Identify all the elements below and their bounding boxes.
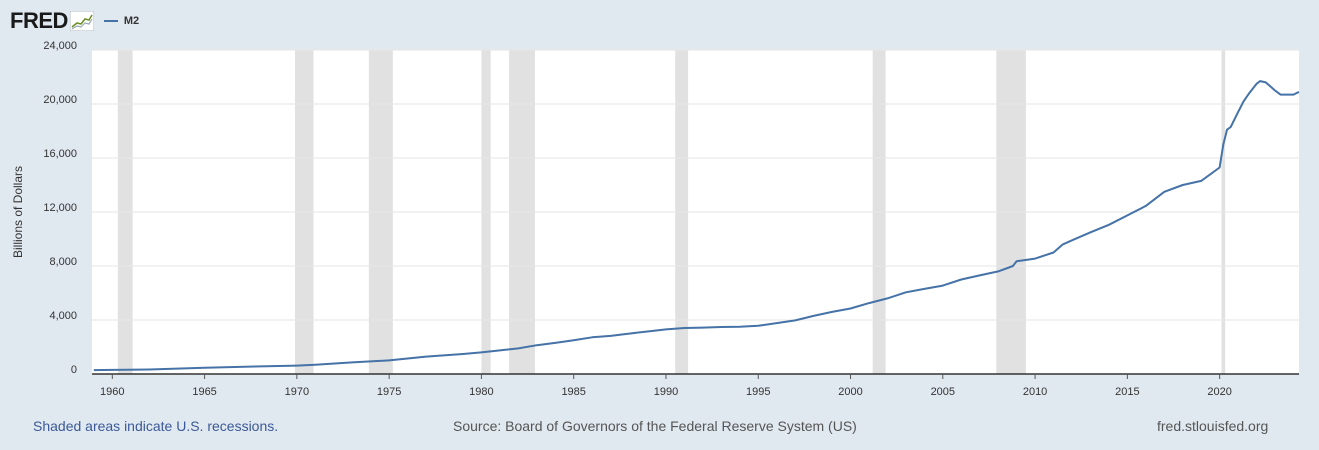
site-link[interactable]: fred.stlouisfed.org [1157,418,1269,434]
x-axis-ticks: 1960 1965 1970 1975 1980 1985 1990 1995 2000 2005… [100,374,1232,398]
legend-line-swatch [103,20,118,22]
y-tick-label: 20,000 [43,94,77,106]
legend-label-m2: M2 [123,15,140,27]
x-tick-label: 2000 [838,386,862,398]
chart-legend[interactable]: M2 [103,15,140,27]
x-tick-label: 2005 [931,386,955,398]
fred-logo-text: FRED [10,8,68,33]
x-tick-label: 1980 [469,386,493,398]
source-text: Source: Board of Governors of the Federa… [453,418,857,434]
y-axis-ticks: 0 4,000 8,000 12,000 16,000 20,000 24,000 [43,40,77,376]
x-tick-label: 1960 [100,386,124,398]
series-line-m2 [93,80,1300,372]
x-tick-label: 1975 [377,386,401,398]
x-tick-label: 2020 [1207,386,1231,398]
x-tick-label: 1985 [561,386,585,398]
x-tick-label: 1990 [654,386,678,398]
y-tick-label: 4,000 [49,310,77,322]
fred-chart-logo-icon [69,11,94,31]
y-tick-label: 12,000 [43,202,77,214]
x-tick-label: 1995 [746,386,770,398]
y-tick-label: 8,000 [49,256,77,268]
y-tick-label: 24,000 [43,40,77,52]
x-tick-label: 1965 [192,386,216,398]
x-tick-label: 2010 [1023,386,1047,398]
series-layer [93,80,1300,372]
chart-header: FRED M2 [10,8,139,34]
x-tick-label: 2015 [1115,386,1139,398]
y-tick-label: 0 [71,364,77,376]
m2-line-chart[interactable]: 1960 1965 1970 1975 1980 1985 1990 1995 2000 2005… [0,0,1319,400]
fred-logo[interactable]: FRED [10,8,94,34]
recession-note: Shaded areas indicate U.S. recessions. [33,418,279,434]
y-tick-label: 16,000 [43,148,77,160]
x-tick-label: 1970 [285,386,309,398]
y-axis-label: Billions of Dollars [11,166,25,258]
gridlines [92,49,1299,321]
